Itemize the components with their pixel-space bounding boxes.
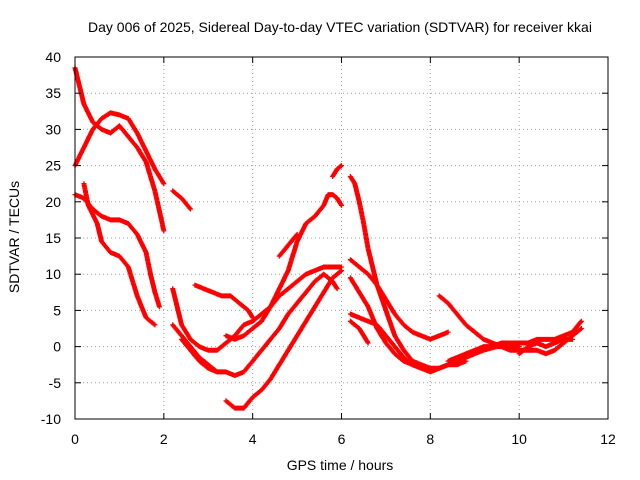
x-tick-label: 10	[511, 431, 527, 447]
series-arc-5	[81, 181, 158, 328]
series-arc-9	[192, 282, 256, 321]
data-point-markers	[347, 311, 424, 371]
series-arc-13	[330, 163, 344, 179]
series-arc-21	[516, 336, 575, 357]
series-arc-1	[72, 65, 167, 234]
x-tick-label: 12	[600, 431, 616, 447]
y-tick-label: 20	[45, 194, 61, 210]
data-point-markers	[192, 282, 256, 321]
data-point-markers	[347, 174, 522, 371]
series-arc-3	[170, 188, 193, 212]
data-point-markers	[223, 268, 344, 411]
series-arc-12	[223, 268, 344, 411]
y-tick-label: 25	[45, 158, 61, 174]
y-tick-label: -5	[49, 375, 62, 391]
y-tick-label: 15	[45, 230, 61, 246]
series-arc-14	[347, 174, 522, 371]
x-tick-label: 4	[249, 431, 257, 447]
series-arc-7	[170, 271, 340, 379]
x-axis-label: GPS time / hours	[287, 457, 394, 473]
chart-title: Day 006 of 2025, Sidereal Day-to-day VTE…	[88, 19, 592, 35]
series-arc-11	[276, 231, 300, 259]
series-arc-15	[347, 257, 451, 342]
data-point-markers	[81, 181, 158, 328]
data-point-markers	[170, 271, 340, 379]
y-tick-label: 40	[45, 49, 61, 65]
y-tick-label: 5	[53, 302, 61, 318]
grid-lines	[75, 57, 608, 419]
series-arc-20	[445, 318, 584, 364]
x-tick-label: 8	[426, 431, 434, 447]
data-point-markers	[330, 163, 344, 179]
x-tick-label: 2	[160, 431, 168, 447]
data-point-markers	[223, 192, 344, 342]
y-tick-label: -10	[41, 411, 61, 427]
series-arc-8	[179, 336, 220, 375]
y-tick-label: 30	[45, 121, 61, 137]
data-point-markers	[516, 336, 575, 357]
axis-ticks: 0 2 4 6 8 10 12 -10 -5 0 5 10 15 20 25 30 35 40	[41, 49, 616, 447]
data-point-markers	[276, 231, 300, 259]
x-tick-label: 0	[71, 431, 79, 447]
data-point-markers	[179, 336, 220, 375]
y-tick-label: 10	[45, 266, 61, 282]
data-point-markers	[170, 188, 193, 212]
data-point-markers	[445, 318, 584, 364]
x-tick-label: 6	[338, 431, 346, 447]
data-point-markers	[347, 318, 371, 346]
series-arc-18	[347, 318, 371, 346]
data-point-markers	[72, 192, 162, 310]
y-axis-label: SDTVAR / TECUs	[6, 181, 22, 293]
series-arc-4	[72, 192, 162, 310]
data-point-markers	[347, 257, 451, 342]
series-arc-17	[347, 311, 424, 371]
y-tick-label: 35	[45, 85, 61, 101]
series-arc-10	[223, 192, 344, 342]
y-tick-label: 0	[53, 339, 61, 355]
data-point-markers	[72, 65, 167, 234]
